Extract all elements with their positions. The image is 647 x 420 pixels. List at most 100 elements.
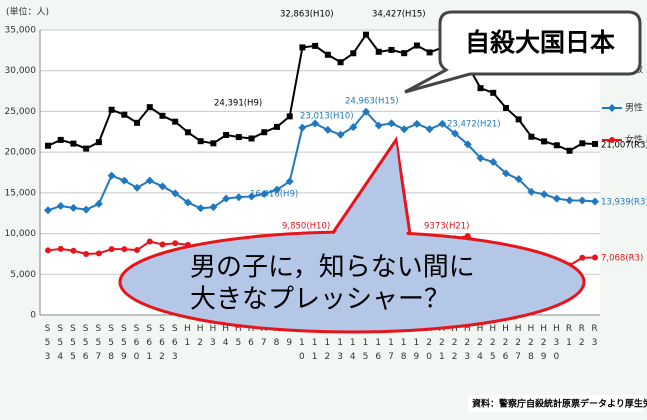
x-tick-label: H10 [297,324,307,366]
data-point [235,134,242,141]
x-tick-label: S54 [55,324,65,366]
data-point [120,176,129,185]
data-point [184,129,191,136]
data-point [579,140,586,147]
x-tick-label: H8 [271,324,281,352]
legend-marker [608,104,616,112]
data-point [261,129,268,136]
data-point [44,206,52,215]
annotation: 16,416(H9) [250,190,298,200]
callout-top: 自殺大国日本 [404,10,642,94]
x-tick-label: H9 [284,324,294,352]
data-point [553,142,560,149]
x-tick-label: S61 [144,324,154,366]
x-tick-label: H6 [246,324,256,352]
x-tick-label: H18 [399,324,409,366]
data-point [223,132,230,139]
annotation: 7,068(R3) [601,254,643,264]
data-point [197,138,204,145]
data-point [592,140,598,147]
annotation: 32,863(H10) [280,10,334,20]
data-point [56,201,65,210]
data-point [413,42,420,49]
legend-marker [609,137,615,143]
data-point [83,250,90,257]
data-point [363,31,370,38]
x-tick-label: H24 [475,324,485,366]
callout-main: 男の子に，知らない間に 大きなプレッシャー？ [118,135,586,334]
data-point [285,177,294,186]
data-point [222,194,231,203]
data-point [286,113,293,120]
data-point [83,145,90,152]
data-point [95,250,102,257]
y-tick-label: 0 [30,311,36,321]
data-point [57,245,64,252]
data-point [272,185,281,194]
data-point [159,112,166,119]
annotation: 34,427(H15) [372,10,426,20]
data-point [592,254,598,261]
x-tick-label: R1 [564,324,574,352]
data-point [489,158,498,167]
data-point [196,204,205,213]
y-tick-label: 15,000 [5,188,37,198]
x-tick-label: H11 [310,324,320,366]
data-point [477,85,484,92]
data-point [528,133,535,140]
x-tick-label: H17 [386,324,396,366]
data-point [502,104,509,111]
data-point [566,147,573,154]
legend-label: 男性 [625,102,643,114]
data-point [349,123,358,132]
x-tick-label: H20 [424,324,434,366]
x-tick-label: H29 [539,324,549,366]
data-point [134,247,141,254]
annotation: 23,472(H21) [447,120,501,130]
x-tick-label: R3 [590,324,600,352]
data-point [299,44,306,51]
data-point [541,138,548,145]
data-point [311,119,320,128]
x-tick-label: H19 [411,324,421,366]
x-tick-label: S63 [170,324,180,366]
x-tick-label: H7 [259,324,269,352]
data-point [108,246,115,253]
data-point [387,119,396,128]
data-point [527,187,536,196]
annotation: 13,939(R3) [601,198,647,208]
data-point [107,171,116,180]
data-point [134,119,141,126]
data-point [323,125,332,134]
annotation: 23,013(H10) [300,112,354,122]
data-point [108,106,115,113]
data-point [425,125,434,134]
data-point [94,199,103,208]
data-point [146,238,153,245]
annotation: 9373(H21) [424,222,469,232]
x-tick-label: H3 [208,324,218,352]
callout-main-line: 男の子に，知らない間に [190,253,475,283]
data-point [298,123,307,132]
data-point [234,193,243,202]
data-point [451,129,460,138]
data-point [501,169,510,178]
data-point [552,194,561,203]
data-point [476,154,485,163]
x-tick-label: H26 [500,324,510,366]
data-point [121,246,128,253]
data-point [248,135,255,142]
data-point [57,136,64,143]
data-point [45,247,51,254]
annotation: 21,007(R3) [601,141,647,151]
x-tick-label: S59 [119,324,129,366]
annotation: 24,391(H9) [214,99,262,109]
data-point [209,203,218,212]
x-tick-label: H21 [437,324,447,366]
x-tick-label: S56 [81,324,91,366]
data-point [146,104,153,111]
y-tick-label: 35,000 [5,26,37,36]
y-tick-label: 25,000 [5,107,37,117]
source-bg [468,395,644,412]
x-tick-label: H28 [526,324,536,366]
